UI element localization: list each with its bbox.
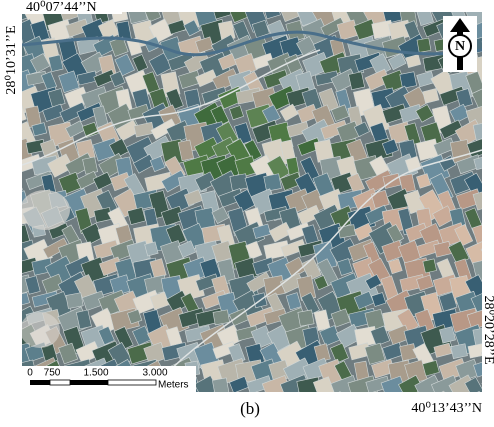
field <box>336 393 365 420</box>
field <box>286 393 311 415</box>
field <box>490 392 494 413</box>
field <box>83 157 98 174</box>
scale-segment <box>70 380 108 385</box>
field <box>212 378 229 399</box>
field <box>45 395 65 420</box>
field <box>213 310 230 325</box>
field <box>200 395 216 415</box>
field <box>218 394 236 412</box>
field <box>127 3 147 23</box>
scale-label: 3.000 <box>142 368 167 379</box>
field <box>6 174 23 197</box>
field <box>400 72 417 89</box>
field <box>482 377 494 407</box>
field <box>31 395 47 413</box>
scale-segment <box>30 380 50 385</box>
scale-segment <box>108 380 156 385</box>
settlement <box>20 190 70 230</box>
field <box>483 137 494 168</box>
field <box>481 240 494 271</box>
field <box>482 38 494 64</box>
field <box>484 71 494 101</box>
field <box>417 38 431 52</box>
field <box>304 395 318 408</box>
field <box>423 259 437 273</box>
field <box>264 174 282 192</box>
settlement <box>20 312 60 348</box>
field <box>98 394 121 419</box>
field <box>352 392 383 424</box>
field <box>489 157 494 184</box>
field <box>150 394 172 415</box>
corner-label-top-left: 40⁰07’44’’N <box>26 0 97 15</box>
scale-label: 1.500 <box>83 368 108 379</box>
field <box>165 393 195 424</box>
field <box>484 105 494 127</box>
field <box>489 86 494 112</box>
north-arrow: N <box>443 16 477 72</box>
field <box>490 121 494 141</box>
field <box>349 72 365 90</box>
field <box>14 393 42 418</box>
field <box>484 171 494 195</box>
field <box>298 310 314 326</box>
scale-label: 750 <box>44 368 61 379</box>
field <box>81 391 112 420</box>
field <box>483 2 494 25</box>
field <box>490 223 494 244</box>
field <box>320 392 346 415</box>
scale-unit: Meters <box>158 380 189 391</box>
corner-label-right: 28⁰20’28’’E <box>481 295 494 364</box>
field <box>485 206 494 224</box>
field <box>131 394 156 424</box>
field <box>372 394 396 409</box>
caption: (b) <box>240 399 260 418</box>
page: {"map": { "corner_labels": {"top_left": … <box>0 0 494 427</box>
corner-label-bottom-right: 40⁰13’43’’N <box>411 401 482 416</box>
field <box>65 394 91 417</box>
field <box>66 293 83 309</box>
figure: 0 750 1.500 3.000 Meters N 40⁰07’44’’N 2… <box>0 0 494 427</box>
field <box>489 257 494 287</box>
satellite-image <box>6 0 494 424</box>
field <box>230 174 248 191</box>
field <box>490 189 494 207</box>
corner-label-left: 28⁰10’31’’E <box>4 25 19 94</box>
field <box>116 394 141 417</box>
field <box>270 395 284 409</box>
field <box>451 344 468 359</box>
field <box>489 19 494 44</box>
scale-segment <box>50 380 70 385</box>
field <box>184 395 203 420</box>
scale-label: 0 <box>27 368 33 379</box>
north-arrow-label: N <box>455 39 465 54</box>
